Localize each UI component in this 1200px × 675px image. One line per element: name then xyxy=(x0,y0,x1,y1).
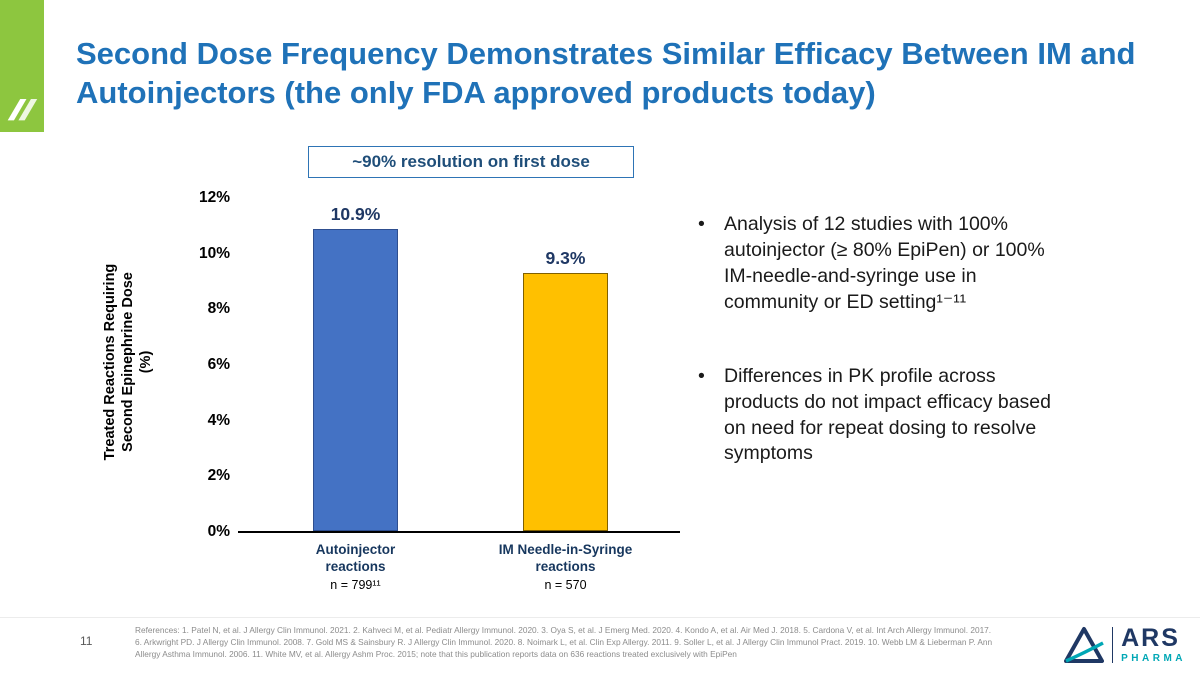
references-text: References: 1. Patel N, et al. J Allergy… xyxy=(135,625,993,659)
page-number: 11 xyxy=(80,634,93,648)
ars-triangle-icon xyxy=(1064,627,1105,663)
bar-rect-im-needle-syringe xyxy=(523,273,608,531)
category-n-label: n = 799¹¹ xyxy=(330,577,381,592)
bullet-marker: • xyxy=(698,213,705,235)
chevron-icon xyxy=(7,98,38,121)
logo-divider xyxy=(1112,627,1114,663)
x-category-im-needle-syringe: IM Needle-in-Syringe reactions n = 570 xyxy=(468,542,663,592)
slide-title: Second Dose Frequency Demonstrates Simil… xyxy=(76,36,1136,111)
logo-name: ARS xyxy=(1121,624,1180,652)
category-label: IM Needle-in-Syringe reactions xyxy=(498,542,633,574)
y-axis-label-wrap: Treated Reactions Requiring Second Epine… xyxy=(100,190,156,534)
y-tick-label: 6% xyxy=(207,355,230,373)
bullet-list: • Analysis of 12 studies with 100% autoi… xyxy=(698,212,1070,467)
chart-annotation-text: ~90% resolution on first dose xyxy=(352,152,590,171)
y-tick-label: 8% xyxy=(207,300,230,318)
y-axis-ticks: 12% 10% 8% 6% 4% 2% 0% xyxy=(158,189,230,541)
y-tick-label: 4% xyxy=(207,411,230,429)
y-tick-label: 0% xyxy=(207,522,230,540)
chart-annotation-box: ~90% resolution on first dose xyxy=(308,146,634,178)
category-n-label: n = 570 xyxy=(544,577,587,592)
bar-value-label: 10.9% xyxy=(330,204,381,224)
bar-rect-autoinjector xyxy=(313,229,398,531)
bullet-marker: • xyxy=(698,364,705,387)
bar-chart-plot-area: 10.9% 9.3% xyxy=(238,198,680,533)
y-tick-label: 12% xyxy=(198,189,230,206)
ars-pharma-logo: ARS PHARMA xyxy=(1064,626,1186,664)
logo-text: ARS PHARMA xyxy=(1121,626,1186,664)
bar: 10.9% xyxy=(313,204,398,531)
category-label: Autoinjector reactions xyxy=(315,542,396,574)
y-tick-label: 2% xyxy=(207,467,230,485)
footer: 11 References: 1. Patel N, et al. J Alle… xyxy=(0,617,1200,675)
bullet-item: • Analysis of 12 studies with 100% autoi… xyxy=(698,212,1070,316)
x-category-autoinjector: Autoinjector reactions n = 799¹¹ xyxy=(258,542,453,592)
y-axis-label: Treated Reactions Requiring Second Epine… xyxy=(101,263,155,461)
logo-subtitle: PHARMA xyxy=(1121,653,1186,664)
y-tick-label: 10% xyxy=(198,244,230,262)
bullet-text: Analysis of 12 studies with 100% autoinj… xyxy=(724,213,1045,313)
bullet-item: • Differences in PK profile across produ… xyxy=(698,364,1070,468)
corner-brand-mark xyxy=(0,0,44,132)
bar: 9.3% xyxy=(523,248,608,531)
bullet-text: Differences in PK profile across product… xyxy=(724,364,1051,465)
bar-value-label: 9.3% xyxy=(545,248,586,268)
